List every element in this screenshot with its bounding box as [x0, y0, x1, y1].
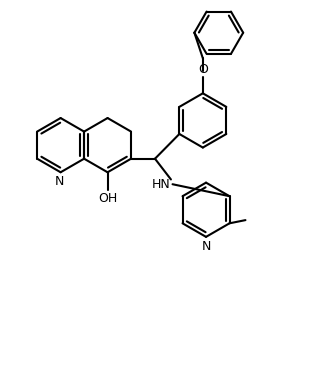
- Text: OH: OH: [98, 192, 117, 205]
- Text: N: N: [201, 240, 211, 253]
- Text: N: N: [54, 176, 64, 188]
- Text: O: O: [198, 63, 208, 76]
- Text: HN: HN: [152, 178, 171, 191]
